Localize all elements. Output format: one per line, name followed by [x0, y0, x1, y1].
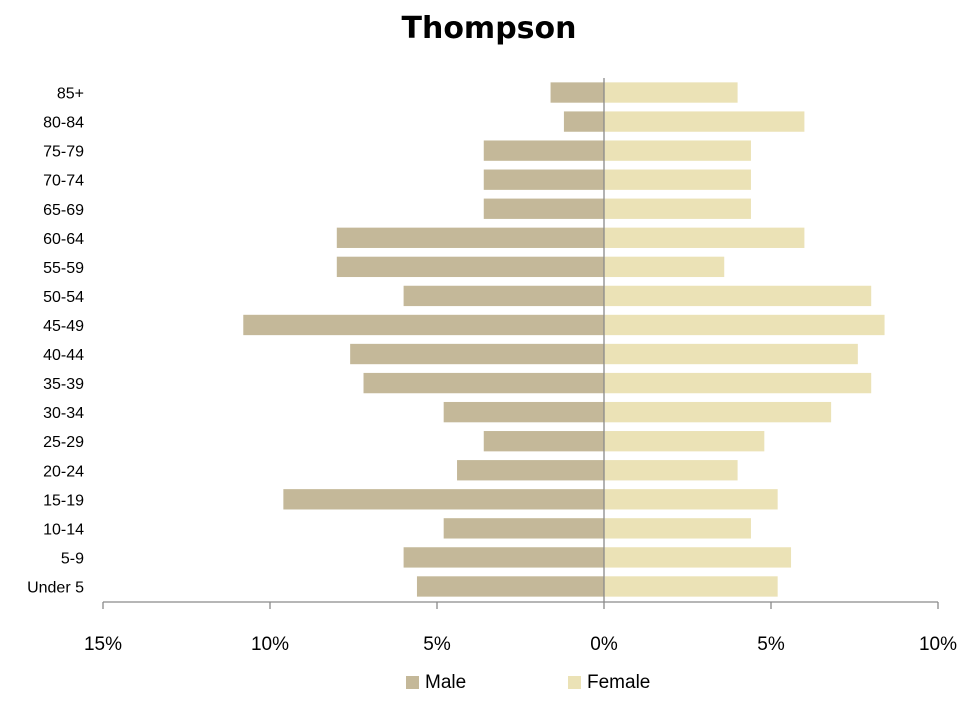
y-tick-label-80-84: 80-84: [43, 115, 84, 132]
y-tick-label-15-19: 15-19: [43, 492, 84, 509]
bar-female-65-69: [604, 198, 751, 219]
y-tick-label-75-79: 75-79: [43, 144, 84, 161]
bar-male-65-69: [483, 198, 604, 219]
x-tick-label: 15%: [84, 634, 122, 655]
bar-female-50-54: [604, 285, 872, 307]
x-tick-label: 10%: [919, 634, 957, 655]
bar-male-5-9: [403, 547, 604, 568]
y-tick-label-25-29: 25-29: [43, 434, 84, 451]
bar-male-35-39: [363, 372, 604, 394]
y-tick-label-20-24: 20-24: [43, 463, 84, 480]
legend-label-female: Female: [587, 672, 650, 693]
bar-female-45-49: [604, 314, 885, 336]
bar-female-10-14: [604, 518, 751, 539]
bar-female-60-64: [604, 227, 805, 248]
bar-male-70-74: [483, 169, 604, 190]
bar-male-50-54: [403, 285, 604, 307]
y-tick-label-35-39: 35-39: [43, 376, 84, 393]
bar-male-40-44: [350, 343, 604, 365]
bars-group: [243, 78, 885, 602]
bar-male-75-79: [483, 140, 604, 161]
legend-swatch-male: [406, 676, 419, 689]
bar-female-70-74: [604, 169, 751, 190]
bar-male-20-24: [457, 460, 604, 481]
bar-female-25-29: [604, 431, 765, 452]
bar-male-60-64: [336, 227, 604, 248]
bar-male-10-14: [443, 518, 604, 539]
legend: Male Female: [406, 672, 650, 693]
bar-female-40-44: [604, 343, 858, 365]
x-tick-label: 10%: [251, 634, 289, 655]
y-tick-label-65-69: 65-69: [43, 202, 84, 219]
bar-male-80-84: [563, 111, 604, 132]
bar-female-20-24: [604, 460, 738, 481]
bar-male-25-29: [483, 431, 604, 452]
bar-female-75-79: [604, 140, 751, 161]
y-tick-label-5-9: 5-9: [61, 550, 84, 567]
bar-female-55-59: [604, 256, 725, 278]
bar-male-15-19: [283, 489, 604, 510]
y-tick-label-50-54: 50-54: [43, 289, 84, 306]
bar-female-15-19: [604, 489, 778, 510]
y-tick-label-55-59: 55-59: [43, 260, 84, 277]
y-tick-label-85: 85+: [57, 86, 84, 103]
y-axis-labels: 85+ 80-84 75-79 70-74 65-69 60-64 55-59 50-54 45…: [27, 86, 84, 597]
bar-female-under-5: [604, 576, 778, 597]
legend-label-male: Male: [425, 672, 466, 693]
y-tick-label-under-5: Under 5: [27, 579, 84, 596]
y-tick-label-70-74: 70-74: [43, 173, 84, 190]
y-tick-label-10-14: 10-14: [43, 521, 84, 538]
x-tick-label: 5%: [423, 634, 451, 655]
bar-female-85: [604, 82, 738, 103]
bar-male-55-59: [336, 256, 604, 278]
y-tick-label-30-34: 30-34: [43, 405, 84, 422]
y-tick-label-45-49: 45-49: [43, 318, 84, 335]
y-tick-label-40-44: 40-44: [43, 347, 84, 364]
legend-swatch-female: [568, 676, 581, 689]
bar-male-85: [550, 82, 604, 103]
x-tick-label: 5%: [757, 634, 785, 655]
bar-female-30-34: [604, 401, 832, 423]
x-axis: 15% 10% 5% 0% 5% 10%: [84, 601, 957, 655]
bar-male-under-5: [416, 576, 604, 597]
bar-male-30-34: [443, 401, 604, 423]
y-tick-label-60-64: 60-64: [43, 231, 84, 248]
chart-title: Thompson: [402, 11, 577, 46]
bar-female-80-84: [604, 111, 805, 132]
x-tick-label: 0%: [590, 634, 618, 655]
bar-female-35-39: [604, 372, 872, 394]
bar-female-5-9: [604, 547, 792, 568]
bar-male-45-49: [243, 314, 604, 336]
